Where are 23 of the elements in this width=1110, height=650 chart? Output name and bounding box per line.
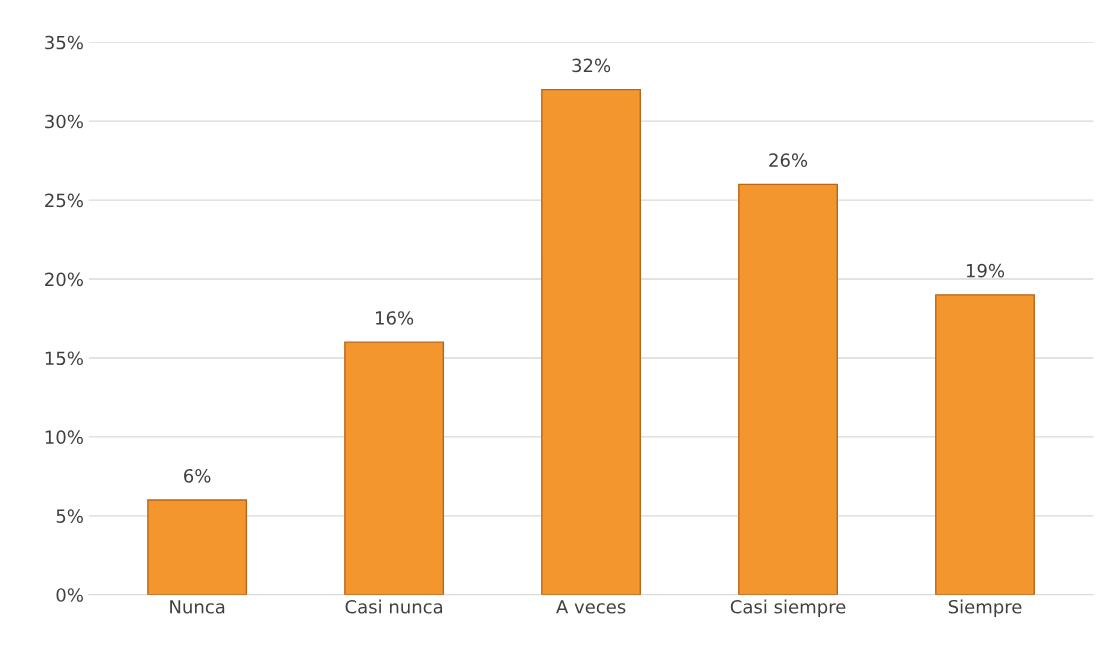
data-label: 16% [376, 311, 414, 325]
x-tick-label: Casi siempre [730, 599, 846, 618]
bar [935, 294, 1035, 595]
bar [147, 499, 248, 595]
y-tick-label: 20% [45, 272, 83, 287]
y-tick-label: 25% [45, 193, 83, 208]
data-label: 19% [966, 263, 1005, 278]
bar [541, 88, 642, 595]
y-tick-label: 0% [56, 588, 83, 602]
x-tick-label: Nunca [170, 600, 225, 614]
data-label: 6% [184, 468, 211, 483]
x-tick-label: Casi nunca [345, 599, 443, 614]
x-tick-label: Siempre [948, 599, 1022, 618]
x-tick-label: A veces [556, 600, 626, 614]
data-label: 32% [572, 58, 611, 73]
y-tick-label: 15% [45, 351, 83, 366]
y-tick-label: 30% [45, 114, 83, 129]
y-tick-label: 5% [56, 509, 83, 523]
bar [738, 183, 838, 595]
y-tick-label: 35% [45, 35, 83, 50]
y-tick-label: 10% [45, 430, 83, 445]
bar [344, 341, 445, 595]
data-label: 26% [769, 153, 808, 167]
